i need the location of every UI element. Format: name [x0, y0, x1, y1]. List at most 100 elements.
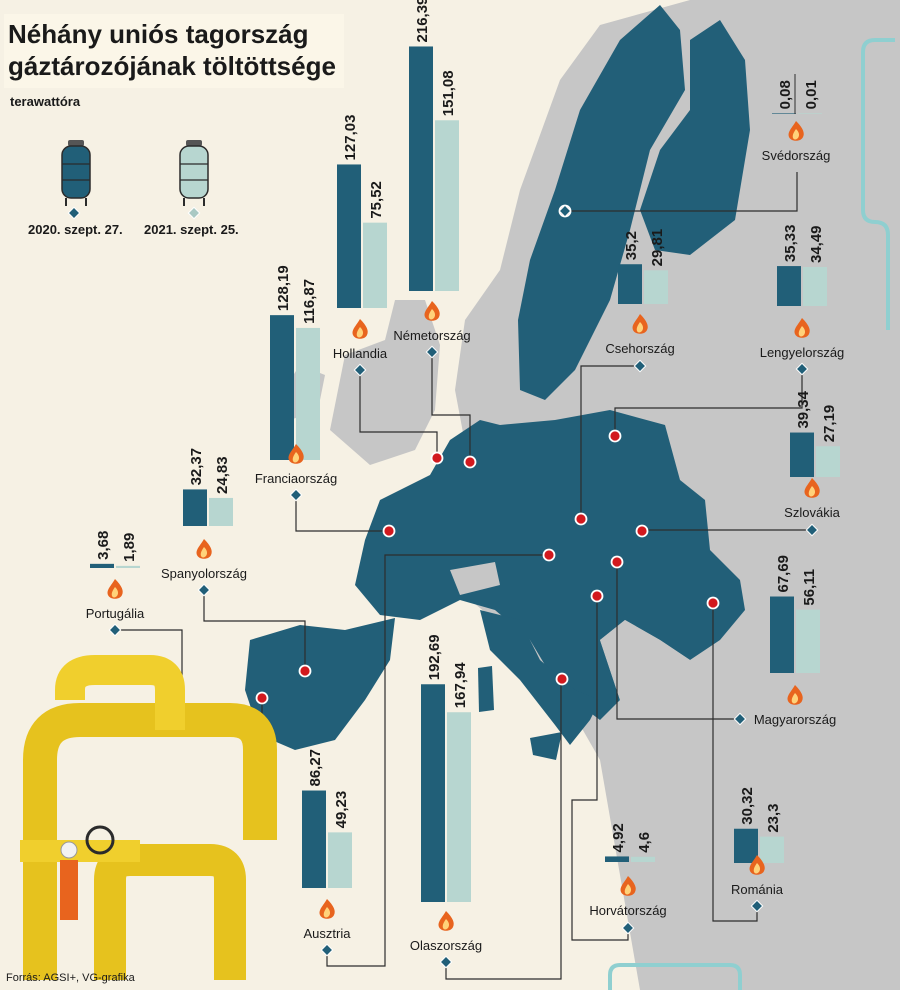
- country-marker-magyarorszag: [733, 712, 747, 726]
- flame-inner: [428, 309, 436, 320]
- bar-hollandia-2020: [337, 164, 361, 308]
- flame-icon-hollandia: [352, 319, 368, 339]
- bar-franciaorszag-2020: [270, 315, 294, 460]
- country-label-magyarorszag: Magyarország: [754, 712, 836, 727]
- flame-inner: [111, 587, 119, 598]
- leader-line-spanyolorszag: [203, 590, 306, 671]
- value-label-svedorszag-2021: 0,01: [803, 80, 820, 109]
- worker-figure: [60, 860, 78, 920]
- valve-wheel: [85, 825, 115, 855]
- pipe-yellow: [55, 655, 185, 730]
- flame-icon-lengyelorszag: [794, 318, 810, 338]
- country-marker-horvatorszag: [621, 921, 635, 935]
- leader-line-franciaorszag: [295, 495, 389, 532]
- bar-franciaorszag-2021: [296, 327, 320, 460]
- flame-inner: [323, 907, 331, 918]
- country-label-nemetorszag: Németország: [393, 328, 470, 343]
- flame-icon-horvatorszag: [620, 876, 636, 896]
- value-label-horvatorszag-2020: 4,92: [610, 823, 627, 852]
- country-label-szlovakia: Szlovákia: [784, 505, 840, 520]
- country-marker-ausztria: [320, 943, 334, 957]
- map-pin-ausztria: [542, 548, 556, 562]
- map-pin-hollandia: [430, 451, 444, 465]
- value-label-lengyelorszag-2021: 34,49: [808, 225, 825, 263]
- country-label-ausztria: Ausztria: [304, 926, 352, 941]
- country-label-romania: Románia: [731, 882, 784, 897]
- bar-horvatorszag-2021: [631, 856, 655, 862]
- legend-tank-2020: [61, 140, 91, 206]
- map-balkans: [600, 620, 690, 760]
- map-sardinia: [478, 666, 494, 712]
- country-marker-nemetorszag: [425, 345, 439, 359]
- leader-line-nemetorszag: [431, 352, 471, 462]
- bar-magyarorszag-2020: [770, 596, 794, 673]
- bar-romania-2020: [734, 828, 758, 863]
- bar-portugalia-2020: [90, 563, 114, 568]
- bar-svedorszag-2020: [772, 113, 796, 114]
- unit-label: terawattóra: [10, 94, 81, 109]
- country-marker-portugalia: [108, 623, 122, 637]
- bar-romania-2021: [760, 836, 784, 863]
- value-label-svedorszag-2020: 0,08: [777, 80, 794, 109]
- map-finland: [640, 20, 750, 255]
- bar-csehorszag-2021: [644, 270, 668, 304]
- map-sicily: [530, 732, 562, 760]
- map-pin-magyarorszag: [610, 555, 624, 569]
- pipe-decoration-bottom: [608, 963, 742, 990]
- value-label-portugalia-2020: 3,68: [95, 531, 112, 560]
- leader-line-magyarorszag: [616, 562, 740, 720]
- title-line-1: Néhány uniós tagország: [8, 19, 309, 49]
- flame-inner: [292, 452, 300, 463]
- value-label-spanyolorszag-2021: 24,83: [214, 456, 231, 494]
- value-label-portugalia-2021: 1,89: [121, 533, 138, 562]
- map-pin-szlovakia: [635, 524, 649, 538]
- flame-icon-spanyolorszag: [196, 539, 212, 559]
- flame-icon-csehorszag: [632, 314, 648, 334]
- country-label-portugalia: Portugália: [86, 606, 145, 621]
- value-label-spanyolorszag-2020: 32,37: [188, 448, 205, 486]
- bar-magyarorszag-2021: [796, 609, 820, 673]
- map-pin-spanyolorszag: [298, 664, 312, 678]
- leader-line-horvatorszag: [571, 596, 629, 941]
- value-label-ausztria-2021: 49,23: [333, 791, 350, 829]
- legend-label-2020: 2020. szept. 27.: [28, 222, 123, 237]
- bar-csehorszag-2020: [618, 264, 642, 304]
- value-label-olaszorszag-2021: 167,94: [452, 662, 469, 709]
- country-marker-spanyolorszag: [197, 583, 211, 597]
- country-marker-csehorszag: [633, 359, 647, 373]
- legend-marker-2021: [187, 206, 201, 220]
- pipe-yellow: [94, 844, 246, 980]
- map-italy: [480, 610, 600, 745]
- tank-body: [61, 145, 91, 199]
- value-label-romania-2021: 23,3: [765, 803, 782, 832]
- value-label-csehorszag-2020: 35,2: [623, 231, 640, 260]
- bar-olaszorszag-2020: [421, 684, 445, 902]
- bar-ausztria-2021: [328, 832, 352, 888]
- bar-spanyolorszag-2021: [209, 497, 233, 526]
- value-label-franciaorszag-2020: 128,19: [275, 265, 292, 311]
- flame-inner: [792, 129, 800, 140]
- worker-helmet: [60, 841, 78, 859]
- flame-inner: [442, 919, 450, 930]
- flame-icon-portugalia: [107, 579, 123, 599]
- country-label-csehorszag: Csehország: [605, 341, 674, 356]
- value-label-hollandia-2020: 127,03: [342, 115, 359, 161]
- bar-spanyolorszag-2020: [183, 489, 207, 526]
- flame-inner: [624, 884, 632, 895]
- tank-body: [179, 145, 209, 199]
- legend-label-2021: 2021. szept. 25.: [144, 222, 239, 237]
- bar-svedorszag-2021: [798, 113, 822, 114]
- flame-icon-nemetorszag: [424, 301, 440, 321]
- value-label-nemetorszag-2021: 151,08: [440, 70, 457, 116]
- bar-nemetorszag-2020: [409, 46, 433, 291]
- map-pin-nemetorszag: [463, 455, 477, 469]
- flame-inner: [200, 547, 208, 558]
- title-box: Néhány uniós tagország gáztározójának tö…: [4, 14, 344, 88]
- country-marker-olaszorszag: [439, 955, 453, 969]
- bar-nemetorszag-2021: [435, 120, 459, 291]
- chart-layer: 0,08 0,01 Svédország 127,03 75,52 Hollandia 21…: [20, 0, 895, 990]
- map-continental-eu: [355, 410, 745, 720]
- country-marker-romania: [750, 899, 764, 913]
